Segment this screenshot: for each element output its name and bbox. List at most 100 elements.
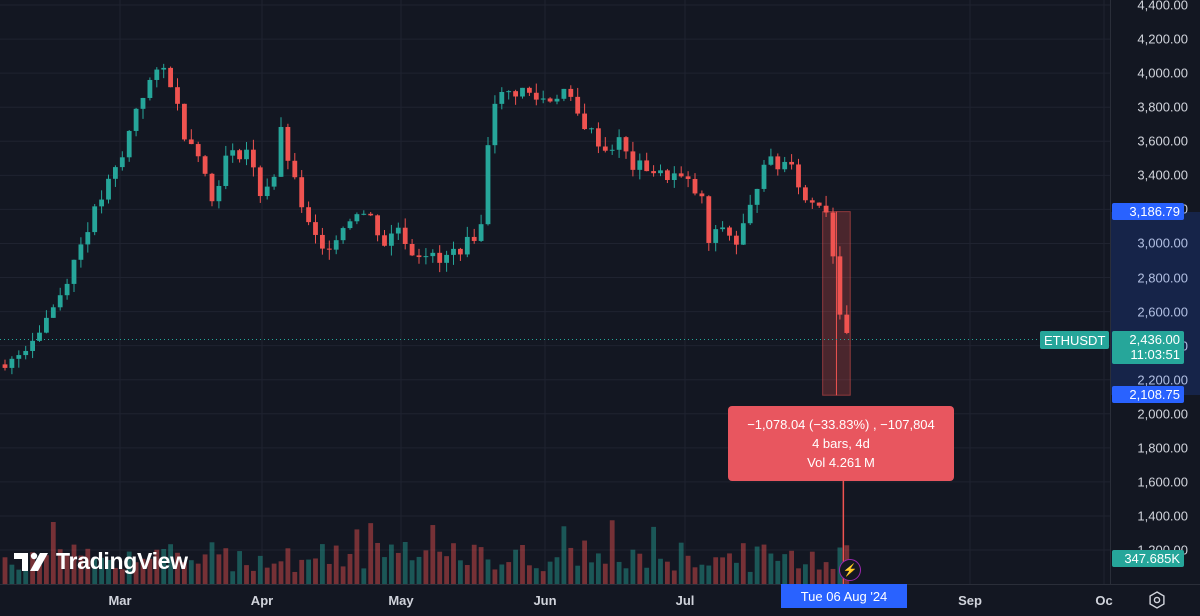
volume-bar <box>809 551 815 584</box>
volume-bar <box>823 562 829 584</box>
candle-body <box>561 88 567 99</box>
candle-body <box>437 252 443 263</box>
volume-bar <box>589 562 594 584</box>
price-chart[interactable] <box>0 0 1110 584</box>
measure-bars: 4 bars, 4d <box>812 436 870 451</box>
candle-body <box>782 161 788 170</box>
candle-body <box>244 149 249 160</box>
candle-body <box>402 227 408 244</box>
measure-tooltip: −1,078.04 (−33.83%) , −107,804 4 bars, 4… <box>728 406 954 481</box>
time-tick-label: Jun <box>533 593 557 608</box>
volume-bar <box>561 526 567 584</box>
candle-body <box>368 213 374 216</box>
volume-bar <box>796 568 801 584</box>
candle-body <box>816 202 822 206</box>
volume-bar <box>50 522 56 584</box>
candle-body <box>251 149 256 168</box>
candle-body <box>313 222 318 235</box>
candle-body <box>202 156 208 174</box>
lightning-icon[interactable]: ⚡ <box>839 559 861 581</box>
candle-body <box>616 137 622 150</box>
candle-body <box>844 314 850 333</box>
volume-bar <box>340 566 346 584</box>
candle-body <box>78 244 84 260</box>
candle-body <box>237 150 242 160</box>
volume-bar <box>775 560 781 584</box>
candle-body <box>230 150 236 156</box>
candle-body <box>444 254 449 263</box>
candle-body <box>720 227 725 230</box>
last-price-badge: 2,436.00 11:03:51 <box>1112 331 1184 364</box>
candle-body <box>747 204 753 224</box>
candle-body <box>602 146 608 151</box>
volume-bar <box>713 557 719 584</box>
volume-bar <box>527 565 532 584</box>
volume-bar <box>244 565 249 584</box>
candle-body <box>147 79 153 98</box>
candle-body <box>92 206 98 233</box>
volume-bar <box>202 554 208 584</box>
price-tick-label: 2,200.00 <box>1137 372 1188 388</box>
volume-bar <box>478 547 484 584</box>
volume-bar <box>119 569 125 584</box>
volume-bar <box>285 548 291 584</box>
price-axis[interactable]: 4,400.00 4,200.00 4,000.00 3,800.00 3,600.00… <box>1110 0 1200 584</box>
candle-body <box>44 317 49 333</box>
candle-body <box>671 173 677 180</box>
candle-body <box>423 256 429 258</box>
time-axis[interactable]: Mar Apr May Jun Jul Sep Oc <box>0 584 1200 616</box>
gear-icon[interactable] <box>1148 591 1166 609</box>
time-tick-label: Apr <box>250 593 274 608</box>
volume-bar <box>609 520 615 584</box>
tradingview-logo-icon <box>14 552 48 571</box>
volume-bar <box>71 544 77 584</box>
candle-body <box>409 243 415 256</box>
candle-body <box>630 151 636 170</box>
candle-body <box>264 186 270 197</box>
volume-bar <box>257 555 263 584</box>
chart-area[interactable] <box>0 0 1110 584</box>
candle-body <box>188 139 194 145</box>
candle-body <box>223 155 229 186</box>
volume-bar <box>671 570 677 584</box>
candle-body <box>713 229 719 243</box>
volume-bar <box>513 549 518 584</box>
volume-bar <box>106 559 111 584</box>
candle-body <box>113 167 118 179</box>
candle-body <box>361 213 367 215</box>
candle-body <box>568 88 574 97</box>
volume-bar <box>596 553 601 584</box>
candle-body <box>99 199 104 207</box>
volume-bar <box>2 557 8 584</box>
candle-body <box>64 283 70 296</box>
volume-bar <box>485 559 491 584</box>
candle-body <box>499 92 505 104</box>
candle-body <box>471 236 477 241</box>
volume-bar <box>602 563 608 584</box>
volume-bar <box>154 549 160 584</box>
candle-body <box>326 248 332 250</box>
volume-bar <box>423 550 429 584</box>
volume-bar <box>175 552 180 584</box>
candle-body <box>789 161 794 165</box>
volume-bar <box>720 557 725 584</box>
volume-bar <box>692 567 698 584</box>
volume-bar <box>547 561 553 584</box>
volume-bar <box>699 564 705 584</box>
volume-bar <box>223 548 229 584</box>
candle-body <box>775 156 781 170</box>
volume-bar <box>747 571 753 584</box>
volume-bar <box>754 546 760 584</box>
volume-bar <box>803 564 808 584</box>
volume-bar <box>209 542 215 584</box>
time-tick-label: Mar <box>108 593 132 608</box>
volume-bar <box>409 560 415 584</box>
price-tick-label: 3,600.00 <box>1137 133 1188 149</box>
volume-bar <box>92 557 98 584</box>
volume-bar <box>182 562 187 584</box>
candle-body <box>333 240 339 250</box>
volume-bar <box>147 558 153 584</box>
candle-body <box>451 248 456 255</box>
candle-body <box>271 176 277 187</box>
symbol-badge: ETHUSDT <box>1040 331 1110 349</box>
